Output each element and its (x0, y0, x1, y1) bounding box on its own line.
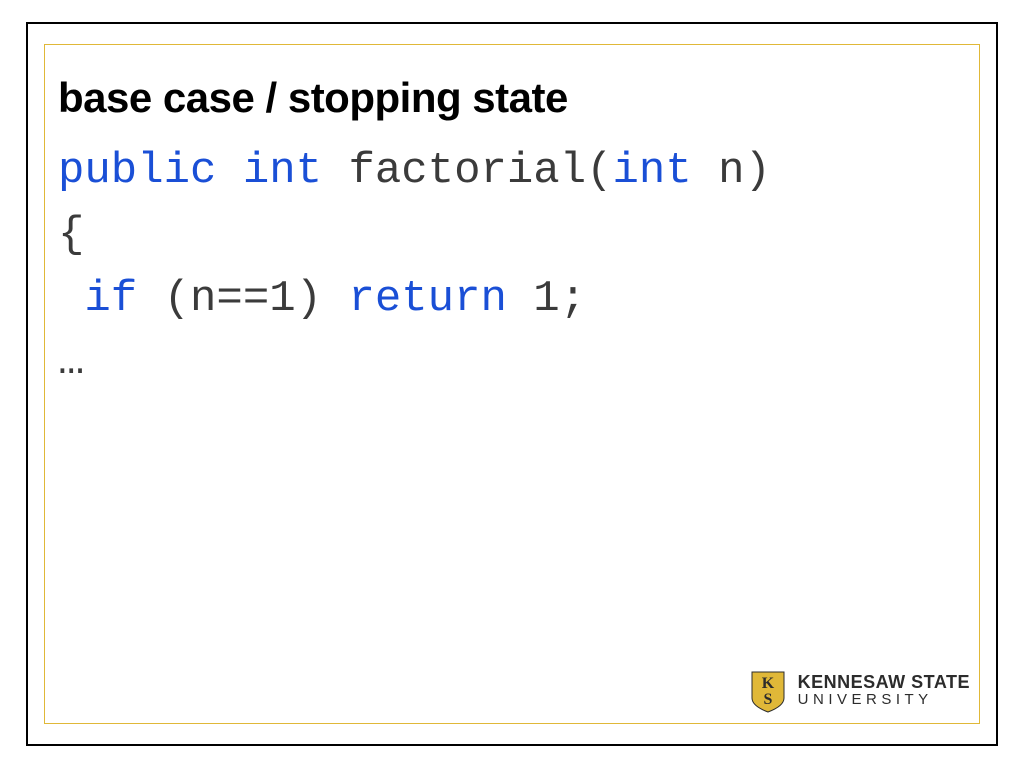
code-line-4: … (58, 337, 84, 387)
svg-text:K: K (761, 675, 774, 692)
code-line-2: { (58, 210, 84, 260)
logo-text: KENNESAW STATE UNIVERSITY (798, 673, 970, 708)
keyword-int: int (243, 146, 322, 196)
logo-line-2: UNIVERSITY (798, 692, 970, 708)
slide-title: base case / stopping state (58, 74, 568, 122)
svg-text:S: S (763, 691, 772, 708)
code-line-1: public int factorial(int n) (58, 146, 771, 196)
ks-shield-icon: K S (748, 666, 788, 714)
university-logo: K S KENNESAW STATE UNIVERSITY (748, 666, 970, 714)
slide: base case / stopping state public int fa… (0, 0, 1024, 768)
code-text: 1; (507, 274, 586, 324)
keyword-return: return (348, 274, 506, 324)
code-block: public int factorial(int n) { if (n==1) … (58, 140, 771, 395)
keyword-int: int (613, 146, 692, 196)
code-line-3: if (n==1) return 1; (58, 274, 586, 324)
keyword-if: if (84, 274, 137, 324)
code-text: (n==1) (137, 274, 348, 324)
keyword-public: public (58, 146, 216, 196)
code-text: factorial( (348, 146, 612, 196)
logo-line-1: KENNESAW STATE (798, 673, 970, 692)
code-text: n) (692, 146, 771, 196)
